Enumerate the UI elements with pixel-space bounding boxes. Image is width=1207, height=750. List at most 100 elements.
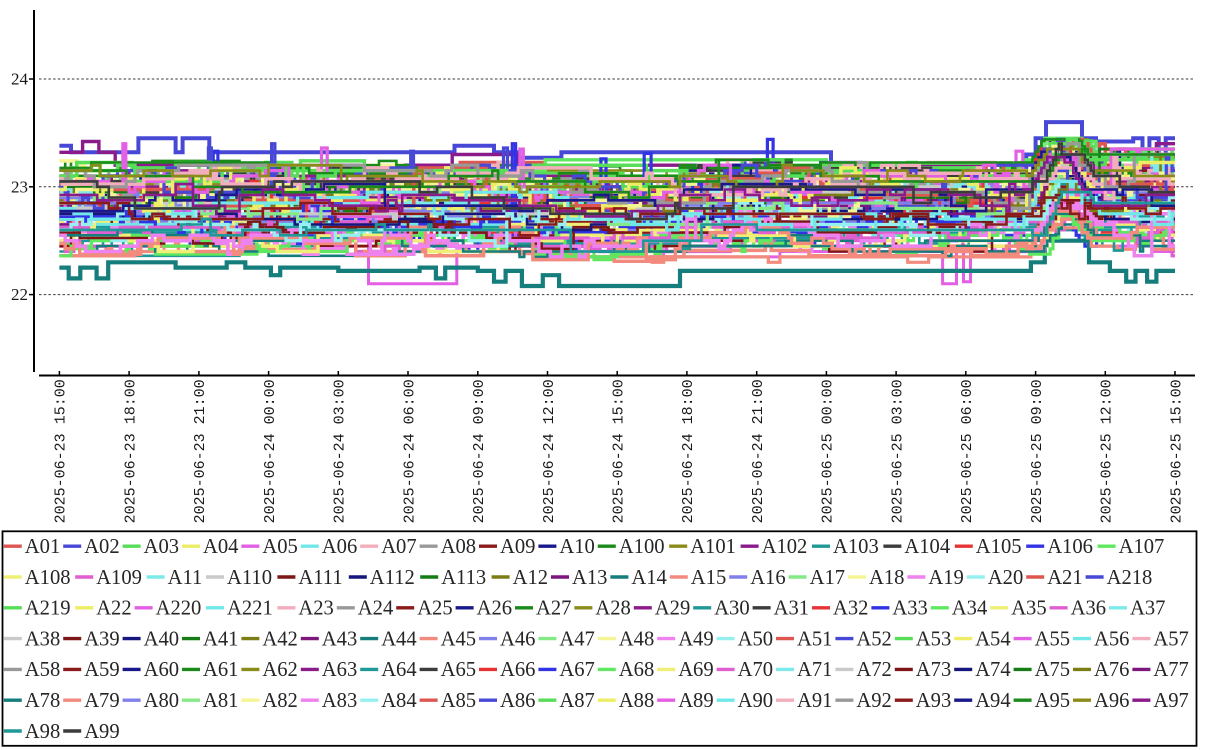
svg-text:A27: A27 bbox=[536, 598, 571, 620]
svg-text:A47: A47 bbox=[559, 628, 594, 650]
svg-text:A65: A65 bbox=[441, 659, 476, 681]
svg-text:A03: A03 bbox=[144, 536, 179, 558]
svg-text:A09: A09 bbox=[500, 536, 535, 558]
svg-text:A46: A46 bbox=[500, 628, 535, 650]
svg-text:A05: A05 bbox=[262, 536, 297, 558]
svg-text:2025-06-23 21:00: 2025-06-23 21:00 bbox=[192, 379, 209, 523]
svg-text:A29: A29 bbox=[655, 598, 690, 620]
svg-text:A87: A87 bbox=[559, 690, 594, 712]
svg-text:2025-06-25 09:00: 2025-06-25 09:00 bbox=[1029, 379, 1046, 523]
svg-text:A14: A14 bbox=[631, 567, 666, 589]
svg-text:A43: A43 bbox=[322, 628, 357, 650]
svg-text:A78: A78 bbox=[25, 690, 60, 712]
svg-text:A63: A63 bbox=[322, 659, 357, 681]
svg-text:A83: A83 bbox=[322, 690, 357, 712]
svg-text:A98: A98 bbox=[25, 721, 60, 743]
svg-text:2025-06-24 03:00: 2025-06-24 03:00 bbox=[332, 379, 349, 523]
svg-text:A101: A101 bbox=[690, 536, 736, 558]
svg-text:A41: A41 bbox=[203, 628, 238, 650]
svg-text:2025-06-25 03:00: 2025-06-25 03:00 bbox=[889, 379, 906, 523]
svg-text:A64: A64 bbox=[381, 659, 416, 681]
svg-text:A109: A109 bbox=[96, 567, 142, 589]
svg-text:A21: A21 bbox=[1047, 567, 1082, 589]
svg-text:A113: A113 bbox=[441, 567, 486, 589]
svg-text:A19: A19 bbox=[928, 567, 963, 589]
svg-text:A26: A26 bbox=[477, 598, 512, 620]
svg-text:2025-06-25 12:00: 2025-06-25 12:00 bbox=[1099, 379, 1116, 523]
svg-text:A40: A40 bbox=[144, 628, 179, 650]
svg-text:A93: A93 bbox=[916, 690, 951, 712]
svg-text:2025-06-25 06:00: 2025-06-25 06:00 bbox=[959, 379, 976, 523]
svg-text:A50: A50 bbox=[738, 628, 773, 650]
svg-text:A04: A04 bbox=[203, 536, 238, 558]
svg-text:A86: A86 bbox=[500, 690, 535, 712]
svg-text:A51: A51 bbox=[797, 628, 832, 650]
svg-text:A48: A48 bbox=[619, 628, 654, 650]
svg-text:A74: A74 bbox=[975, 659, 1010, 681]
svg-text:A95: A95 bbox=[1035, 690, 1070, 712]
svg-text:A24: A24 bbox=[358, 598, 393, 620]
svg-text:A28: A28 bbox=[595, 598, 630, 620]
svg-text:A07: A07 bbox=[381, 536, 416, 558]
svg-text:A69: A69 bbox=[678, 659, 713, 681]
svg-text:A32: A32 bbox=[833, 598, 868, 620]
svg-text:A96: A96 bbox=[1094, 690, 1129, 712]
svg-text:A01: A01 bbox=[25, 536, 60, 558]
svg-text:2025-06-24 21:00: 2025-06-24 21:00 bbox=[750, 379, 767, 523]
svg-text:A110: A110 bbox=[227, 567, 272, 589]
svg-text:A31: A31 bbox=[774, 598, 809, 620]
svg-text:2025-06-23 15:00: 2025-06-23 15:00 bbox=[53, 379, 70, 523]
svg-text:A94: A94 bbox=[975, 690, 1010, 712]
svg-text:A71: A71 bbox=[797, 659, 832, 681]
svg-text:A70: A70 bbox=[738, 659, 773, 681]
svg-text:A220: A220 bbox=[156, 598, 202, 620]
svg-text:A89: A89 bbox=[678, 690, 713, 712]
svg-text:A99: A99 bbox=[84, 721, 119, 743]
svg-text:A66: A66 bbox=[500, 659, 535, 681]
svg-text:A111: A111 bbox=[298, 567, 342, 589]
svg-text:A221: A221 bbox=[227, 598, 273, 620]
svg-text:A15: A15 bbox=[691, 567, 726, 589]
svg-text:A13: A13 bbox=[572, 567, 607, 589]
svg-text:A73: A73 bbox=[916, 659, 951, 681]
svg-text:A84: A84 bbox=[381, 690, 416, 712]
svg-text:A112: A112 bbox=[370, 567, 415, 589]
svg-text:A52: A52 bbox=[856, 628, 891, 650]
svg-text:A33: A33 bbox=[892, 598, 927, 620]
svg-text:A58: A58 bbox=[25, 659, 60, 681]
svg-text:A105: A105 bbox=[976, 536, 1022, 558]
svg-text:A35: A35 bbox=[1011, 598, 1046, 620]
svg-text:A30: A30 bbox=[714, 598, 749, 620]
svg-text:A82: A82 bbox=[262, 690, 297, 712]
svg-text:A20: A20 bbox=[988, 567, 1023, 589]
svg-text:A90: A90 bbox=[738, 690, 773, 712]
svg-text:A76: A76 bbox=[1094, 659, 1129, 681]
svg-text:A22: A22 bbox=[96, 598, 131, 620]
svg-text:A34: A34 bbox=[952, 598, 987, 620]
svg-text:A67: A67 bbox=[559, 659, 594, 681]
svg-text:A36: A36 bbox=[1071, 598, 1106, 620]
svg-text:A80: A80 bbox=[144, 690, 179, 712]
svg-text:A107: A107 bbox=[1119, 536, 1165, 558]
svg-text:A61: A61 bbox=[203, 659, 238, 681]
svg-text:2025-06-24 06:00: 2025-06-24 06:00 bbox=[401, 379, 418, 523]
svg-text:A103: A103 bbox=[833, 536, 879, 558]
svg-text:A37: A37 bbox=[1130, 598, 1165, 620]
svg-text:A39: A39 bbox=[84, 628, 119, 650]
svg-text:A55: A55 bbox=[1035, 628, 1070, 650]
svg-text:2025-06-24 00:00: 2025-06-24 00:00 bbox=[262, 379, 279, 523]
svg-text:A75: A75 bbox=[1035, 659, 1070, 681]
svg-text:A08: A08 bbox=[441, 536, 476, 558]
svg-text:A11: A11 bbox=[168, 567, 203, 589]
svg-text:A57: A57 bbox=[1153, 628, 1188, 650]
svg-text:A106: A106 bbox=[1047, 536, 1093, 558]
svg-text:A85: A85 bbox=[441, 690, 476, 712]
svg-text:A42: A42 bbox=[262, 628, 297, 650]
svg-text:A92: A92 bbox=[856, 690, 891, 712]
svg-text:A60: A60 bbox=[144, 659, 179, 681]
svg-text:A100: A100 bbox=[619, 536, 665, 558]
svg-text:A45: A45 bbox=[441, 628, 476, 650]
svg-text:22: 22 bbox=[11, 285, 28, 304]
svg-text:2025-06-25 15:00: 2025-06-25 15:00 bbox=[1168, 379, 1185, 523]
svg-text:24: 24 bbox=[11, 70, 29, 89]
